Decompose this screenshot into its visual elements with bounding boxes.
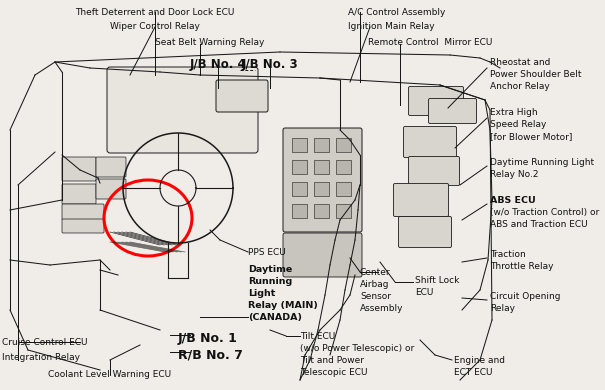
- Text: ECT ECU: ECT ECU: [454, 368, 492, 377]
- Text: J/B No. 1: J/B No. 1: [178, 332, 238, 345]
- FancyBboxPatch shape: [62, 219, 104, 233]
- Text: Sensor: Sensor: [360, 292, 391, 301]
- Bar: [292, 160, 307, 174]
- FancyBboxPatch shape: [408, 156, 460, 186]
- Bar: [336, 204, 351, 218]
- Text: Wiper Control Relay: Wiper Control Relay: [110, 22, 200, 31]
- Text: Assembly: Assembly: [360, 304, 404, 313]
- Text: PPS ECU: PPS ECU: [248, 248, 286, 257]
- Bar: [292, 204, 307, 218]
- Text: J/B No. 4: J/B No. 4: [189, 58, 246, 71]
- Text: Tilt ECU: Tilt ECU: [300, 332, 335, 341]
- FancyBboxPatch shape: [107, 67, 258, 153]
- Bar: [336, 138, 351, 152]
- Text: Remote Control  Mirror ECU: Remote Control Mirror ECU: [368, 38, 492, 47]
- Bar: [314, 204, 329, 218]
- Text: Relay (MAIN): Relay (MAIN): [248, 301, 318, 310]
- Text: Theft Deterrent and Door Lock ECU: Theft Deterrent and Door Lock ECU: [75, 8, 235, 17]
- Text: ECU: ECU: [415, 288, 433, 297]
- Text: [for Blower Motor]: [for Blower Motor]: [490, 132, 572, 141]
- Bar: [292, 138, 307, 152]
- Text: Throttle Relay: Throttle Relay: [490, 262, 554, 271]
- Text: Power Shoulder Belt: Power Shoulder Belt: [490, 70, 581, 79]
- FancyBboxPatch shape: [393, 184, 448, 216]
- Bar: [336, 182, 351, 196]
- Text: Engine and: Engine and: [454, 356, 505, 365]
- Text: Anchor Relay: Anchor Relay: [490, 82, 550, 91]
- Text: Telescopic ECU: Telescopic ECU: [300, 368, 367, 377]
- FancyBboxPatch shape: [62, 204, 104, 220]
- Text: (CANADA): (CANADA): [248, 313, 302, 322]
- Text: Seat Belt Warning Relay: Seat Belt Warning Relay: [155, 38, 265, 47]
- FancyBboxPatch shape: [62, 157, 96, 181]
- Text: ABS ECU: ABS ECU: [490, 196, 536, 205]
- Text: Daytime: Daytime: [248, 265, 292, 274]
- Text: Speed Relay: Speed Relay: [490, 120, 546, 129]
- Text: ABS and Traction ECU: ABS and Traction ECU: [490, 220, 587, 229]
- Text: Traction: Traction: [490, 250, 526, 259]
- Text: Daytime Running Light: Daytime Running Light: [490, 158, 594, 167]
- Text: Relay: Relay: [490, 304, 515, 313]
- FancyBboxPatch shape: [96, 157, 126, 177]
- Text: Circuit Opening: Circuit Opening: [490, 292, 560, 301]
- FancyBboxPatch shape: [216, 80, 268, 112]
- Bar: [314, 182, 329, 196]
- Bar: [336, 160, 351, 174]
- Text: Extra High: Extra High: [490, 108, 538, 117]
- FancyBboxPatch shape: [404, 126, 457, 158]
- FancyBboxPatch shape: [408, 87, 463, 115]
- Text: Airbag: Airbag: [360, 280, 390, 289]
- Text: Rheostat and: Rheostat and: [490, 58, 551, 67]
- FancyBboxPatch shape: [428, 99, 477, 124]
- Text: A/C Control Assembly: A/C Control Assembly: [348, 8, 445, 17]
- Text: Running: Running: [248, 277, 292, 286]
- Text: Shift Lock: Shift Lock: [415, 276, 459, 285]
- Text: (w/o Traction Control) or: (w/o Traction Control) or: [490, 208, 599, 217]
- FancyBboxPatch shape: [399, 216, 451, 248]
- Text: R/B No. 7: R/B No. 7: [178, 348, 243, 361]
- FancyBboxPatch shape: [96, 179, 126, 199]
- FancyBboxPatch shape: [283, 233, 362, 277]
- Bar: [314, 160, 329, 174]
- Bar: [314, 138, 329, 152]
- Text: Light: Light: [248, 289, 275, 298]
- Text: Cruise Control ECU: Cruise Control ECU: [2, 338, 88, 347]
- Text: Relay No.2: Relay No.2: [490, 170, 538, 179]
- Text: Center: Center: [360, 268, 391, 277]
- Bar: [292, 182, 307, 196]
- Text: Tilt and Power: Tilt and Power: [300, 356, 364, 365]
- Text: Integration Relay: Integration Relay: [2, 353, 80, 362]
- FancyBboxPatch shape: [62, 184, 96, 204]
- FancyBboxPatch shape: [283, 128, 362, 232]
- Text: Ignition Main Relay: Ignition Main Relay: [348, 22, 434, 31]
- Text: (w/o Power Telescopic) or: (w/o Power Telescopic) or: [300, 344, 414, 353]
- Text: Coolant Level Warning ECU: Coolant Level Warning ECU: [48, 370, 172, 379]
- Text: J/B No. 3: J/B No. 3: [241, 58, 298, 71]
